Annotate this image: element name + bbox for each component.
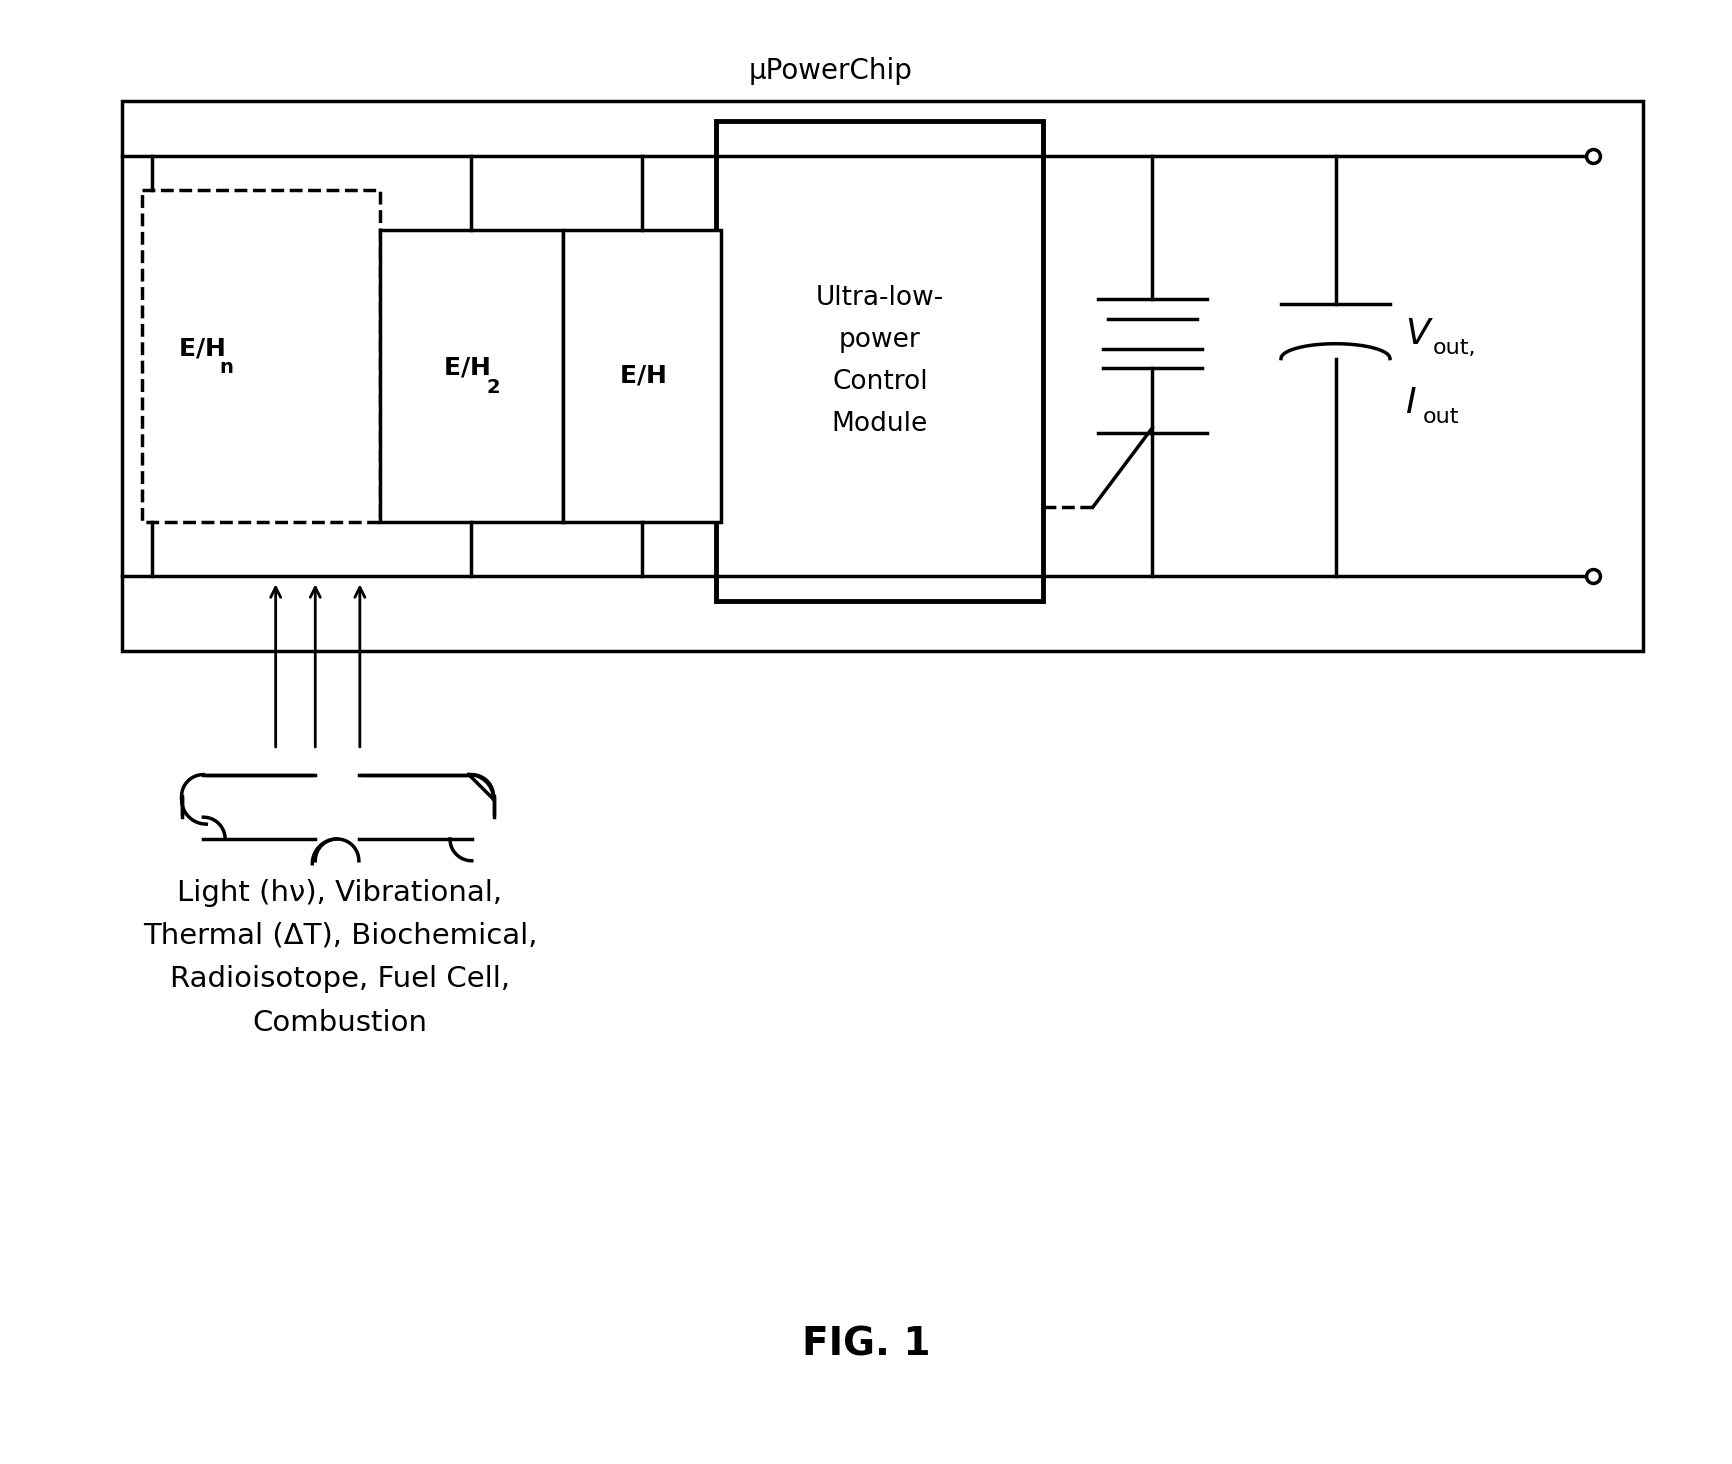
Text: $\mathbf{E/H}$: $\mathbf{E/H}$	[443, 356, 490, 381]
Bar	[717, 122, 1043, 602]
Text: $V$: $V$	[1405, 316, 1434, 351]
Bar	[379, 230, 563, 523]
Text: out: out	[1422, 407, 1458, 427]
Bar	[142, 190, 379, 523]
Text: $\mathbf{E/H}$: $\mathbf{E/H}$	[618, 365, 665, 388]
Text: out,: out,	[1432, 338, 1476, 357]
Text: Light (hν), Vibrational,
Thermal (ΔT), Biochemical,
Radioisotope, Fuel Cell,
Com: Light (hν), Vibrational, Thermal (ΔT), B…	[142, 878, 537, 1037]
Text: μPowerChip: μPowerChip	[748, 57, 913, 85]
Bar	[123, 101, 1642, 651]
Text: $\mathbf{n}$: $\mathbf{n}$	[218, 359, 234, 378]
Text: Ultra-low-
power
Control
Module: Ultra-low- power Control Module	[816, 285, 944, 438]
Text: $I$: $I$	[1405, 386, 1417, 420]
Text: $\mathbf{2}$: $\mathbf{2}$	[487, 378, 501, 397]
Bar	[563, 230, 722, 523]
Text: FIG. 1: FIG. 1	[802, 1325, 930, 1363]
Text: $\mathbf{E/H}$: $\mathbf{E/H}$	[178, 337, 225, 360]
